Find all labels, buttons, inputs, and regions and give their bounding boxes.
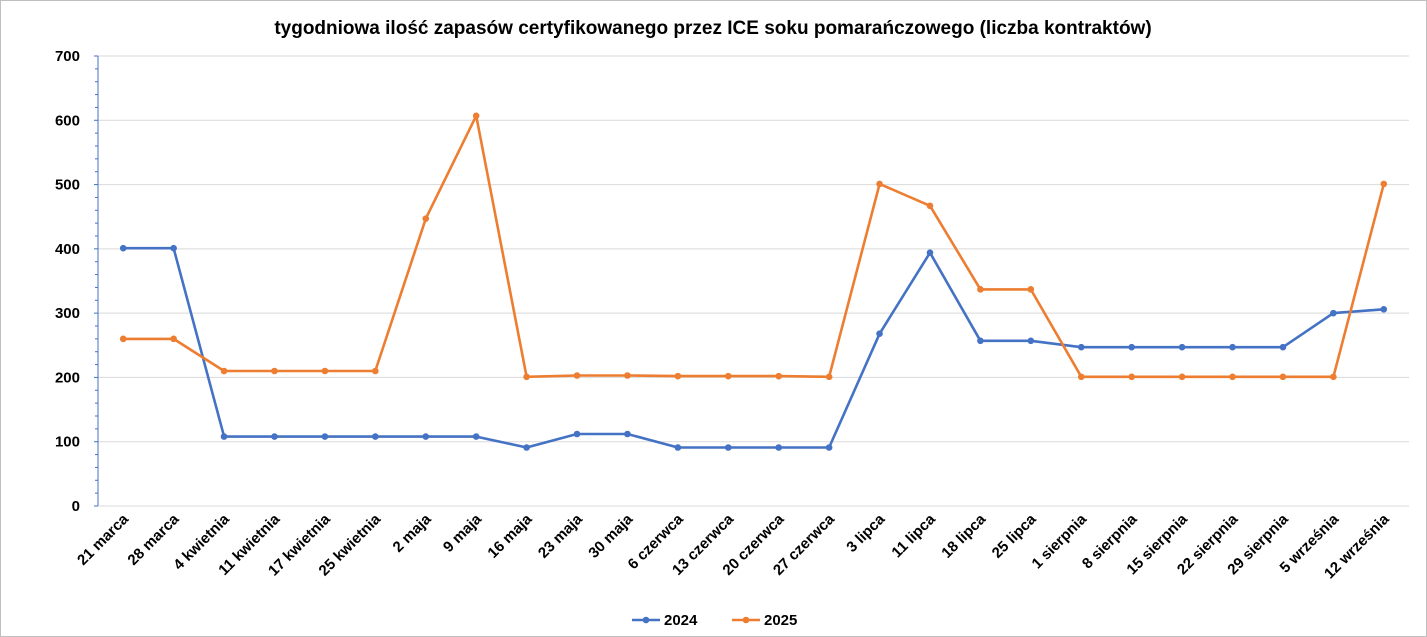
data-point xyxy=(1279,373,1287,381)
data-point xyxy=(876,180,883,188)
data-point xyxy=(724,444,732,451)
data-point xyxy=(977,286,984,293)
data-point xyxy=(1128,373,1135,381)
data-point xyxy=(422,215,430,222)
data-point xyxy=(977,337,984,345)
y-axis: 0 100 200 300 400 500 600 700 xyxy=(55,48,99,515)
data-point xyxy=(1380,180,1388,188)
data-point xyxy=(422,433,430,440)
data-point xyxy=(1229,343,1236,351)
data-point xyxy=(1178,343,1186,351)
chart-title: tygodniowa ilość zapasów certyfikowanego… xyxy=(274,18,1151,39)
data-point xyxy=(523,444,530,451)
legend: 2024 2025 xyxy=(632,612,797,629)
data-point xyxy=(170,335,177,343)
series-line xyxy=(123,114,1386,379)
data-point xyxy=(372,433,379,440)
data-point xyxy=(624,430,631,438)
data-point xyxy=(1330,309,1337,317)
x-tick-label: 2 maja xyxy=(390,510,436,556)
data-point xyxy=(472,433,480,440)
x-tick-label: 23 maja xyxy=(535,510,586,561)
y-tick-label: 100 xyxy=(55,434,80,451)
data-point xyxy=(926,249,934,257)
data-point xyxy=(674,444,682,451)
data-point xyxy=(825,444,833,451)
data-point xyxy=(119,244,127,252)
data-point xyxy=(321,367,329,375)
series-2025 xyxy=(119,112,1388,381)
data-point xyxy=(1229,373,1236,381)
data-point xyxy=(876,330,883,338)
data-point xyxy=(271,367,278,375)
data-point xyxy=(573,430,581,438)
data-point xyxy=(372,367,379,375)
data-point xyxy=(724,372,732,380)
data-point xyxy=(674,372,682,380)
series-line xyxy=(123,246,1384,449)
legend-item-2025: 2025 xyxy=(732,612,797,629)
data-point xyxy=(170,244,177,252)
x-tick-label: 16 maja xyxy=(484,510,535,561)
data-point xyxy=(624,372,631,379)
data-point xyxy=(1027,286,1035,293)
x-tick-label: 30 maja xyxy=(585,510,636,561)
data-point xyxy=(573,372,581,379)
x-tick-label: 18 lipca xyxy=(938,510,989,561)
series-2024 xyxy=(119,244,1388,451)
y-tick-label: 500 xyxy=(55,177,80,194)
legend-marker xyxy=(642,616,650,624)
y-tick-label: 300 xyxy=(55,305,80,322)
data-point xyxy=(1077,343,1085,351)
legend-label: 2025 xyxy=(764,612,797,629)
data-point xyxy=(119,335,127,343)
data-point xyxy=(1279,343,1287,351)
x-tick-label: 11 lipca xyxy=(888,510,939,561)
data-point xyxy=(472,112,480,120)
data-point xyxy=(926,202,934,210)
data-point xyxy=(775,444,783,451)
y-tick-label: 700 xyxy=(55,48,80,65)
gridlines xyxy=(98,55,1409,443)
data-point xyxy=(220,367,228,375)
data-point xyxy=(1178,373,1186,381)
y-tick-label: 200 xyxy=(55,369,80,386)
legend-marker xyxy=(742,616,750,624)
legend-label: 2024 xyxy=(664,612,698,629)
data-point xyxy=(775,372,783,380)
y-tick-label: 400 xyxy=(55,241,80,258)
data-point xyxy=(1330,373,1337,381)
x-tick-label: 9 maja xyxy=(440,510,486,556)
legend-item-2024: 2024 xyxy=(632,612,698,629)
data-point xyxy=(825,373,833,381)
data-point xyxy=(1077,373,1085,381)
series-group xyxy=(119,112,1388,451)
y-tick-label: 0 xyxy=(72,498,80,515)
data-point xyxy=(321,433,329,440)
x-tick-label: 21 marca xyxy=(74,510,132,568)
data-point xyxy=(1027,337,1035,345)
data-point xyxy=(271,433,278,440)
x-tick-label: 25 lipca xyxy=(989,510,1040,561)
data-point xyxy=(523,373,530,381)
x-tick-label: 3 lipca xyxy=(843,510,889,556)
data-point xyxy=(1128,343,1135,351)
data-point xyxy=(220,433,228,440)
data-point xyxy=(1380,305,1388,313)
y-tick-label: 600 xyxy=(55,112,80,129)
